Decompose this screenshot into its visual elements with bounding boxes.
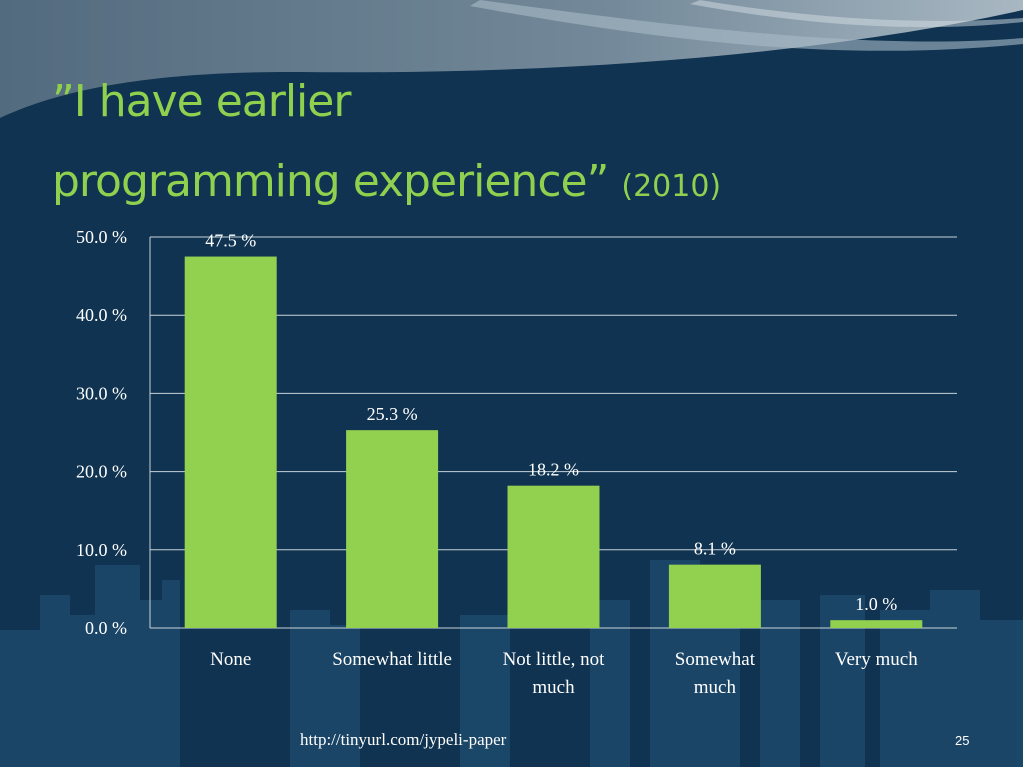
bars: [184, 256, 923, 628]
slide-number: 25: [955, 733, 970, 748]
title-year: (2010): [621, 169, 722, 204]
y-tick-label: 10.0 %: [76, 540, 127, 560]
y-tick-label: 50.0 %: [76, 227, 127, 247]
category-label: None: [210, 649, 251, 670]
category-label: much: [694, 677, 737, 698]
y-tick-label: 40.0 %: [76, 305, 127, 325]
category-label: Not little, not: [503, 649, 606, 670]
slide-title: ”I have earlier programming experience” …: [52, 62, 721, 227]
data-label: 8.1 %: [694, 539, 736, 559]
data-label: 47.5 %: [205, 231, 256, 251]
bar: [184, 256, 277, 628]
bar: [346, 430, 439, 628]
header-swoosh: [0, 0, 1023, 118]
data-label: 1.0 %: [855, 594, 897, 614]
title-line-1: ”I have earlier: [52, 76, 351, 127]
data-label: 25.3 %: [367, 404, 418, 424]
data-labels: 47.5 % 25.3 % 18.2 % 8.1 % 1.0 %: [205, 231, 897, 615]
bar: [668, 564, 761, 628]
y-tick-label: 30.0 %: [76, 383, 127, 403]
y-tick-label: 0.0 %: [85, 618, 127, 638]
y-axis-ticks: 0.0 % 10.0 % 20.0 % 30.0 % 40.0 % 50.0 %: [76, 227, 127, 638]
category-label: Very much: [835, 649, 918, 670]
y-tick-label: 20.0 %: [76, 462, 127, 482]
title-line-2: programming experience”: [52, 156, 609, 207]
category-label: Somewhat little: [332, 649, 452, 670]
gridlines: [149, 236, 957, 629]
category-label: much: [532, 677, 575, 698]
data-label: 18.2 %: [528, 460, 579, 480]
footer-link[interactable]: http://tinyurl.com/jypeli-paper: [300, 730, 507, 749]
bar: [830, 620, 923, 628]
city-skyline: [0, 560, 1023, 767]
bar: [507, 485, 600, 628]
x-axis-categories: None Somewhat little Not little, not much So…: [210, 649, 918, 698]
category-label: Somewhat: [675, 649, 756, 670]
